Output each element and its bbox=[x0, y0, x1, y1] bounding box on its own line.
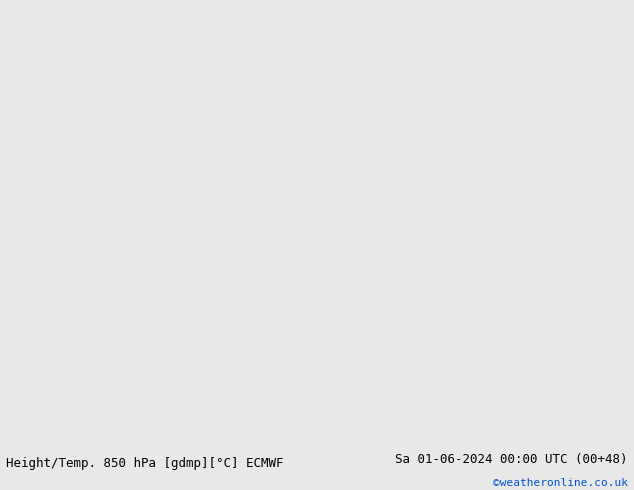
Text: Height/Temp. 850 hPa [gdmp][°C] ECMWF: Height/Temp. 850 hPa [gdmp][°C] ECMWF bbox=[6, 457, 284, 470]
Text: ©weatheronline.co.uk: ©weatheronline.co.uk bbox=[493, 478, 628, 489]
Text: Sa 01-06-2024 00:00 UTC (00+48): Sa 01-06-2024 00:00 UTC (00+48) bbox=[395, 453, 628, 466]
